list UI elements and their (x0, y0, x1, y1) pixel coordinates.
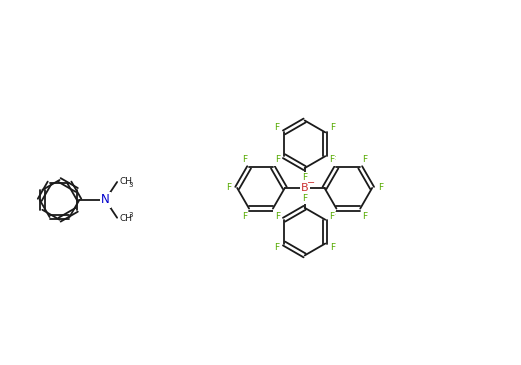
Text: F: F (242, 212, 247, 221)
Text: 3: 3 (129, 212, 133, 218)
Text: F: F (329, 155, 334, 164)
Text: F: F (362, 155, 367, 164)
Text: F: F (329, 212, 334, 221)
Text: F: F (242, 155, 247, 164)
Text: F: F (330, 243, 336, 253)
Text: −: − (306, 178, 315, 188)
Text: F: F (330, 123, 336, 132)
Text: F: F (379, 184, 383, 192)
Text: F: F (274, 123, 279, 132)
Text: F: F (274, 211, 279, 220)
Text: F: F (275, 212, 280, 221)
Text: 3: 3 (129, 182, 133, 188)
Text: F: F (275, 155, 280, 164)
Text: F: F (302, 195, 307, 203)
Text: F: F (330, 211, 336, 220)
Text: F: F (274, 243, 279, 253)
Text: CH: CH (119, 214, 132, 223)
Text: B: B (301, 183, 308, 193)
Text: CH: CH (119, 177, 132, 185)
Text: F: F (274, 156, 279, 165)
Text: N: N (101, 193, 109, 206)
Text: F: F (302, 173, 307, 181)
Text: F: F (226, 184, 231, 192)
Text: F: F (330, 156, 336, 165)
Text: F: F (362, 212, 367, 221)
